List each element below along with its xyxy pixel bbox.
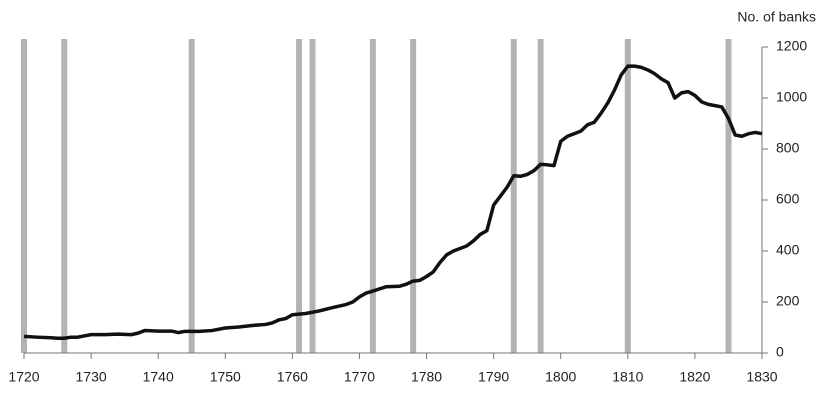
- x-tick-label: 1750: [210, 369, 241, 385]
- y-axis-label: No. of banks: [737, 9, 816, 25]
- x-tick-label: 1770: [344, 369, 375, 385]
- x-tick-label: 1830: [746, 369, 777, 385]
- x-tick-label: 1790: [478, 369, 509, 385]
- crisis-band: [624, 39, 631, 353]
- crisis-band: [21, 39, 27, 353]
- crisis-band: [61, 39, 68, 353]
- crisis-band: [410, 39, 417, 353]
- y-tick-label: 200: [776, 293, 800, 309]
- x-tick-label: 1760: [277, 369, 308, 385]
- x-tick-label: 1720: [8, 369, 39, 385]
- y-tick-label: 800: [776, 140, 800, 156]
- y-tick-label: 400: [776, 242, 800, 258]
- x-tick-label: 1800: [545, 369, 576, 385]
- y-tick-label: 1200: [776, 38, 807, 54]
- crisis-band: [369, 39, 376, 353]
- crisis-band: [188, 39, 195, 353]
- x-tick-label: 1810: [612, 369, 643, 385]
- y-tick-label: 0: [776, 344, 784, 360]
- x-tick-label: 1780: [411, 369, 442, 385]
- y-tick-label: 600: [776, 191, 800, 207]
- x-tick-label: 1730: [76, 369, 107, 385]
- x-tick-label: 1820: [679, 369, 710, 385]
- crisis-band: [537, 39, 544, 353]
- crisis-band: [725, 39, 732, 353]
- crisis-band: [296, 39, 303, 353]
- data-line: [23, 64, 763, 340]
- crisis-band: [309, 39, 316, 353]
- crisis-band: [510, 39, 517, 353]
- y-tick-label: 1000: [776, 89, 807, 105]
- x-tick-label: 1740: [143, 369, 174, 385]
